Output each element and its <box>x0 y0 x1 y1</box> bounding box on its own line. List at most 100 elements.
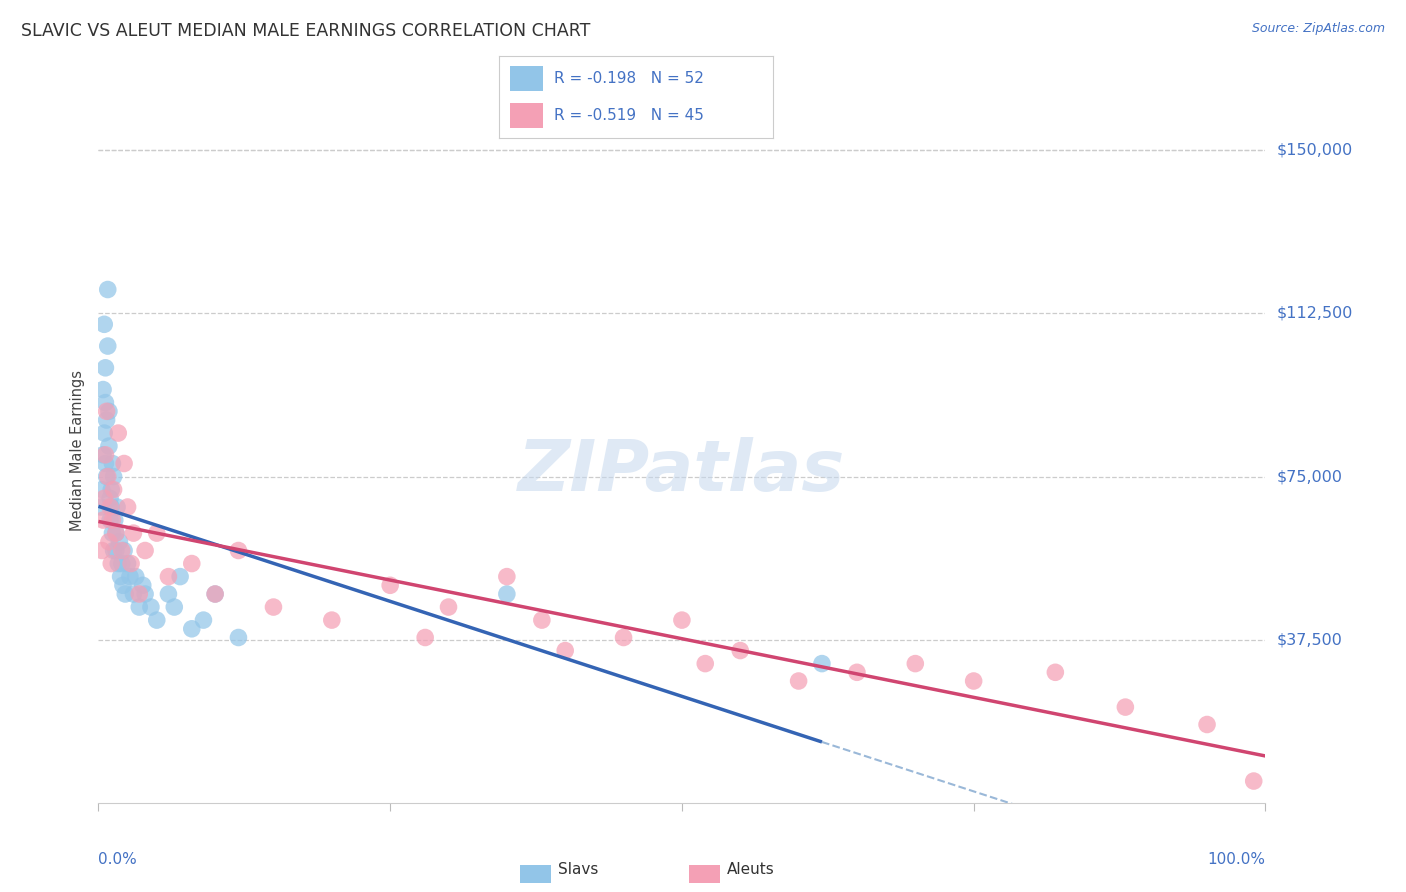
Point <box>101 526 124 541</box>
Point <box>103 483 125 497</box>
Y-axis label: Median Male Earnings: Median Male Earnings <box>70 370 86 531</box>
Point <box>262 600 284 615</box>
Point <box>105 500 128 514</box>
Point <box>132 578 155 592</box>
Point <box>1243 774 1265 789</box>
Point <box>90 543 112 558</box>
Point <box>96 413 118 427</box>
Point <box>108 534 131 549</box>
Point <box>97 339 120 353</box>
Point <box>97 283 120 297</box>
Point <box>122 587 145 601</box>
Point <box>193 613 215 627</box>
Point <box>104 543 127 558</box>
Point <box>204 587 226 601</box>
Text: SLAVIC VS ALEUT MEDIAN MALE EARNINGS CORRELATION CHART: SLAVIC VS ALEUT MEDIAN MALE EARNINGS COR… <box>21 22 591 40</box>
Point <box>180 622 202 636</box>
Point <box>97 404 120 418</box>
Text: Source: ZipAtlas.com: Source: ZipAtlas.com <box>1251 22 1385 36</box>
Point <box>811 657 834 671</box>
Text: Aleuts: Aleuts <box>727 863 775 877</box>
Point <box>91 383 114 397</box>
Text: Slavs: Slavs <box>558 863 599 877</box>
Point <box>91 448 114 462</box>
Point <box>100 557 122 571</box>
Point <box>97 439 120 453</box>
Point <box>157 569 180 583</box>
Text: ZIPatlas: ZIPatlas <box>519 437 845 506</box>
Point <box>204 587 226 601</box>
Point <box>228 631 250 645</box>
Point <box>111 557 134 571</box>
Point <box>97 534 120 549</box>
Point <box>139 600 162 615</box>
Point <box>163 600 186 615</box>
Point <box>94 448 117 462</box>
Point <box>554 643 576 657</box>
Point <box>93 491 115 506</box>
Point <box>962 673 984 688</box>
Point <box>101 457 124 471</box>
Point <box>104 526 127 541</box>
Point <box>100 483 122 497</box>
Point <box>94 457 117 471</box>
Point <box>787 673 810 688</box>
Point <box>1195 717 1218 731</box>
Point <box>110 569 132 583</box>
Text: R = -0.198   N = 52: R = -0.198 N = 52 <box>554 70 704 86</box>
Point <box>125 569 148 583</box>
Bar <box>510 103 543 128</box>
Point <box>93 425 115 440</box>
Point <box>128 600 150 615</box>
Point <box>104 526 127 541</box>
Point <box>730 643 752 657</box>
Point <box>495 569 517 583</box>
Point <box>378 578 402 592</box>
Point <box>111 578 134 592</box>
Point <box>98 491 121 506</box>
Bar <box>510 66 543 91</box>
Point <box>228 543 250 558</box>
Point <box>530 613 553 627</box>
Point <box>98 500 121 514</box>
Text: $37,500: $37,500 <box>1277 632 1343 648</box>
Point <box>114 587 136 601</box>
Point <box>100 500 122 514</box>
Point <box>146 613 169 627</box>
Point <box>845 665 868 680</box>
Point <box>96 404 118 418</box>
Point <box>671 613 693 627</box>
Point <box>169 569 191 583</box>
Point <box>112 457 135 471</box>
Point <box>134 587 156 601</box>
Point <box>112 543 135 558</box>
Point <box>904 657 927 671</box>
Point <box>157 587 180 601</box>
Point <box>612 631 634 645</box>
Point <box>120 557 142 571</box>
Point <box>101 513 124 527</box>
Point <box>122 526 145 541</box>
Point <box>180 557 202 571</box>
Point <box>93 318 115 332</box>
Point <box>104 513 127 527</box>
Point <box>146 526 169 541</box>
Point <box>695 657 717 671</box>
Point <box>107 557 129 571</box>
Point <box>91 513 114 527</box>
Point <box>117 500 139 514</box>
Point <box>96 469 118 483</box>
Point <box>495 587 517 601</box>
Point <box>118 569 141 583</box>
Point <box>103 543 125 558</box>
Text: R = -0.519   N = 45: R = -0.519 N = 45 <box>554 108 704 123</box>
Point <box>413 631 436 645</box>
Point <box>437 600 460 615</box>
Point <box>117 557 139 571</box>
Point <box>94 395 117 409</box>
Point <box>98 513 121 527</box>
Text: 100.0%: 100.0% <box>1208 852 1265 867</box>
Point <box>94 360 117 375</box>
Text: $112,500: $112,500 <box>1277 306 1353 321</box>
Point <box>134 543 156 558</box>
